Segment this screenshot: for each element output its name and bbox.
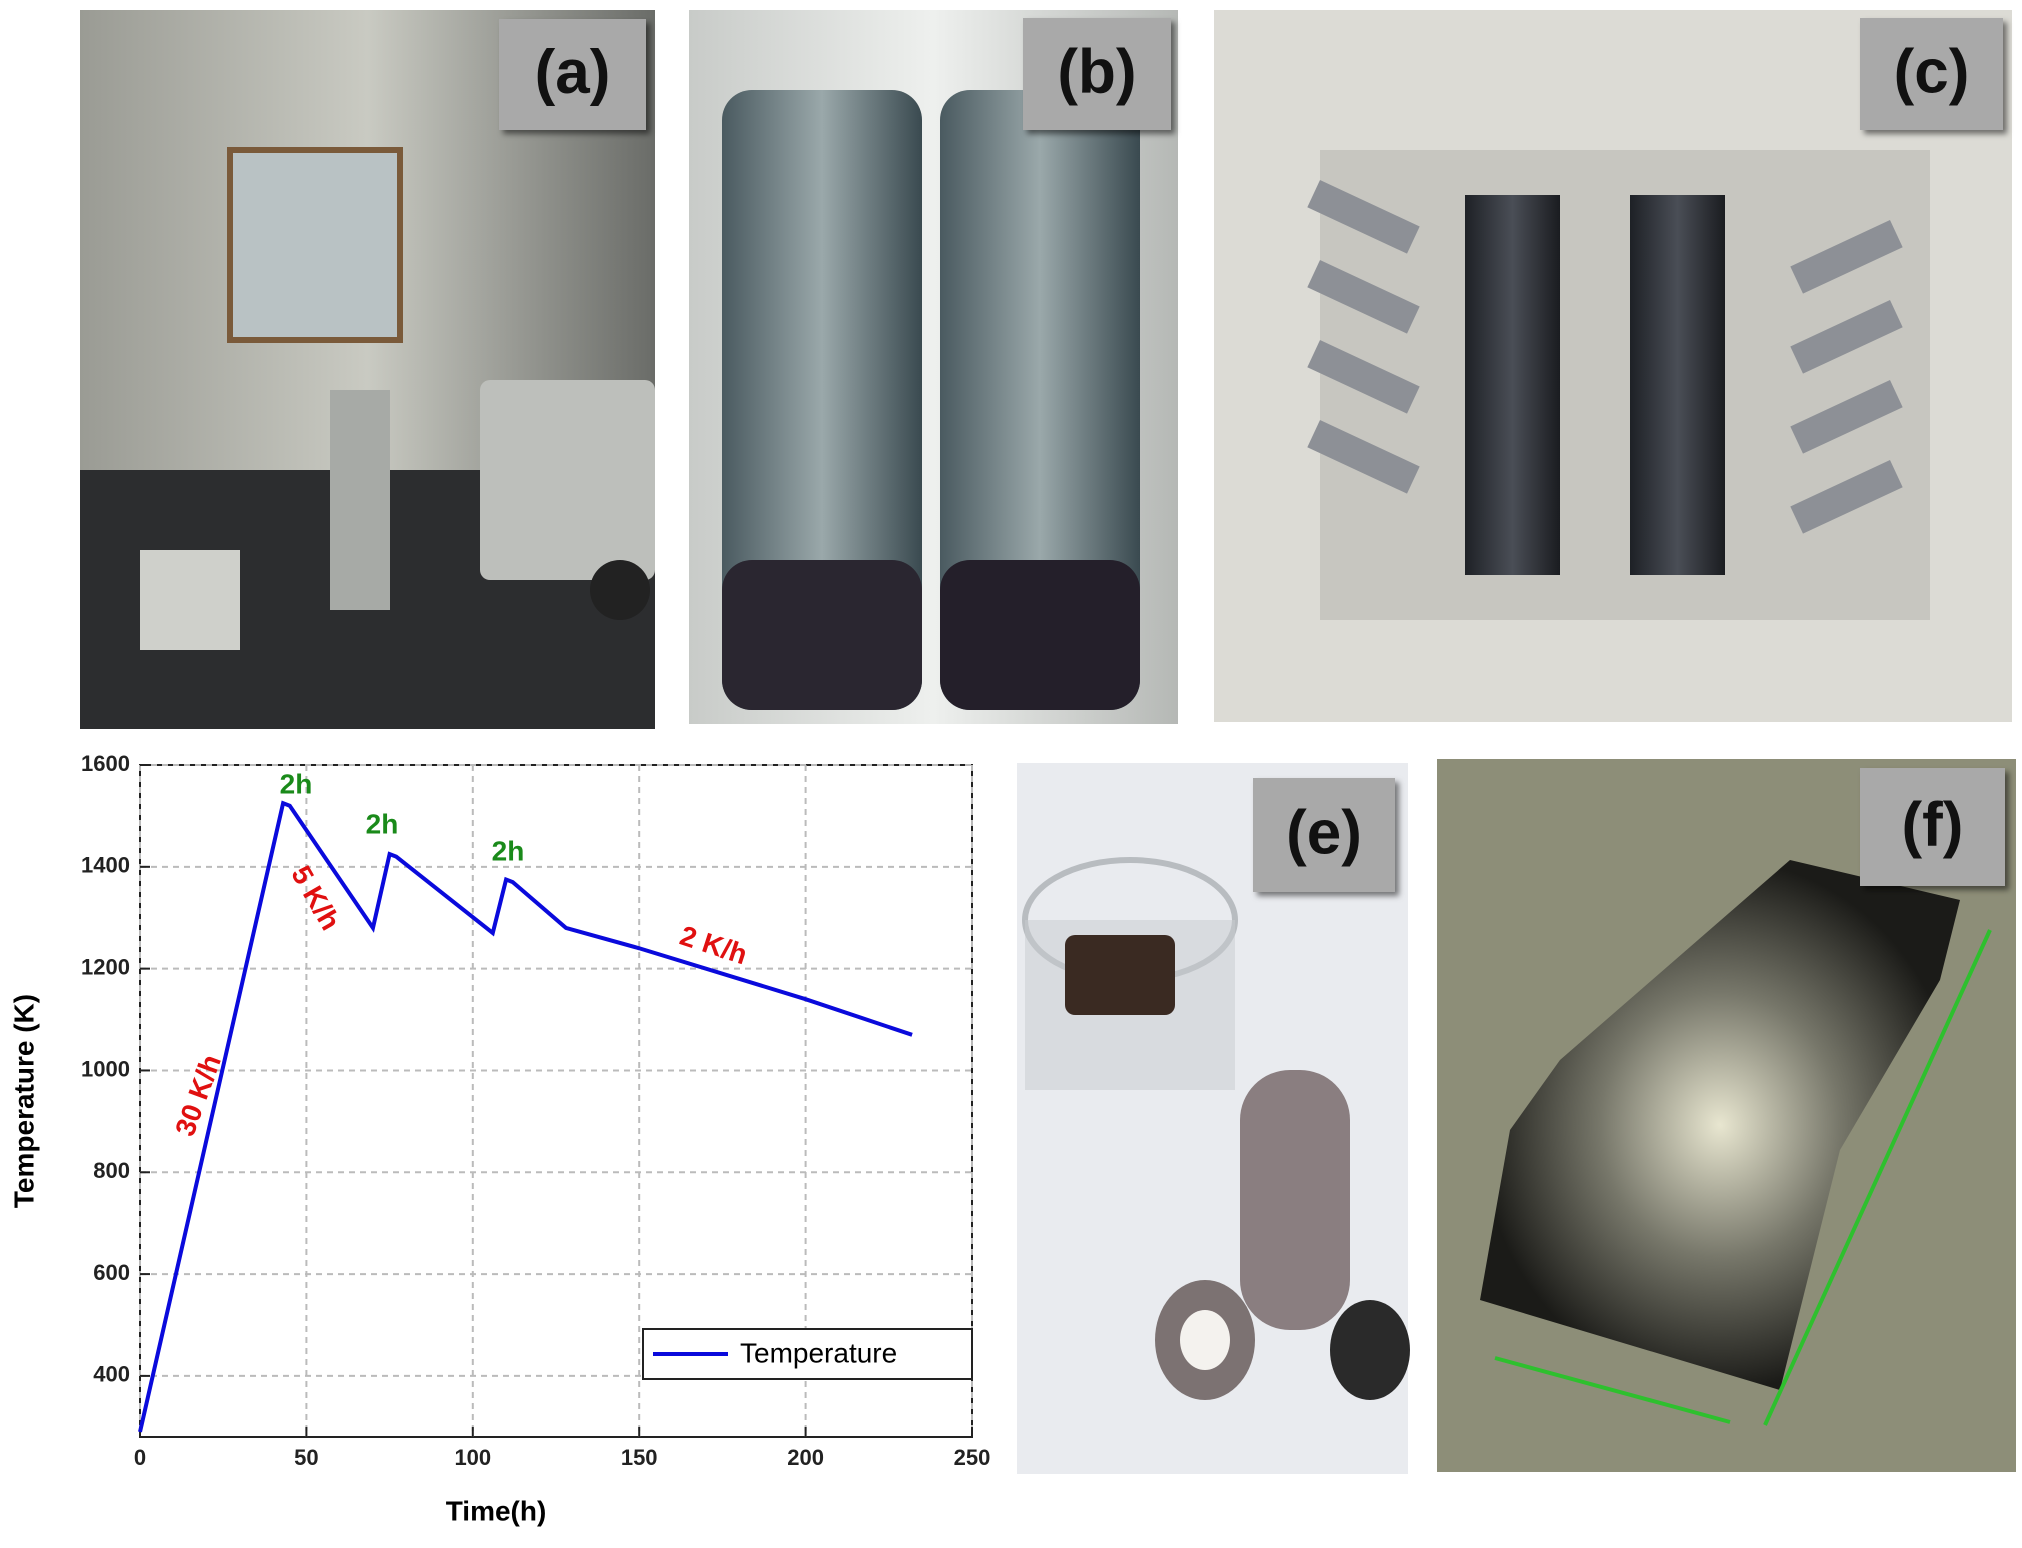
x-tick-label: 100	[454, 1445, 491, 1470]
plot-area	[139, 764, 973, 1438]
x-tick-label: 0	[134, 1445, 146, 1470]
label-box	[1860, 18, 2003, 130]
label-box	[1023, 18, 1171, 130]
label-box	[1860, 768, 2005, 886]
annotation: 2h	[492, 835, 525, 866]
x-tick-label: 200	[787, 1445, 824, 1470]
panel-label: (c)	[1894, 37, 1970, 106]
x-tick-label: 50	[294, 1445, 318, 1470]
y-tick-label: 1600	[81, 751, 130, 776]
photo-c	[1214, 10, 2012, 722]
annotation: 2h	[280, 768, 313, 799]
y-tick-label: 800	[93, 1158, 130, 1183]
panel-label: (f)	[1902, 790, 1964, 859]
y-tick-label: 1000	[81, 1056, 130, 1081]
label-box	[499, 19, 646, 130]
y-axis-title: Temperature (K)	[8, 994, 39, 1208]
y-tick-label: 1400	[81, 853, 130, 878]
y-tick-label: 400	[93, 1362, 130, 1387]
annotation: 2h	[366, 808, 399, 839]
y-tick-label: 600	[93, 1260, 130, 1285]
panel-label: (a)	[535, 38, 611, 107]
panel-label: (b)	[1057, 37, 1136, 106]
legend-label: Temperature	[740, 1337, 897, 1368]
data-line	[138, 800, 913, 1433]
chart: 0 50 100 150 200 250 400 600 800 1000 1200 1400 1600…	[8, 751, 990, 1527]
x-tick-label: 150	[621, 1445, 658, 1470]
y-tick-label: 1200	[81, 954, 130, 979]
label-box	[1253, 778, 1395, 892]
x-axis-title: Time(h)	[446, 1495, 547, 1526]
panel-label: (e)	[1286, 798, 1362, 867]
x-tick-label: 250	[954, 1445, 991, 1470]
